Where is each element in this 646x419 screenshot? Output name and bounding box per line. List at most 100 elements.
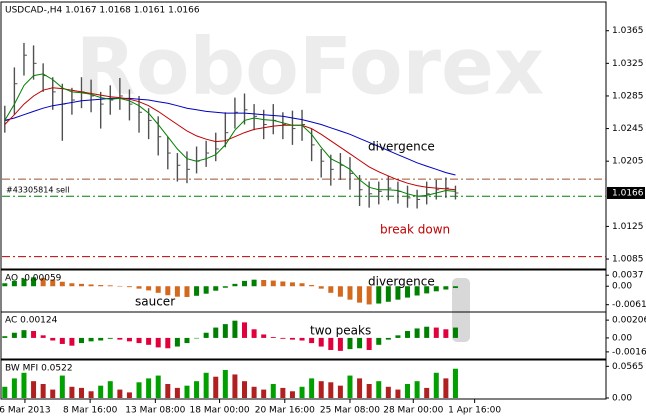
histogram-bar <box>203 372 209 398</box>
histogram-bar <box>405 286 411 298</box>
histogram-bar <box>98 337 104 341</box>
histogram-bar <box>222 369 228 398</box>
histogram-bar <box>126 286 132 288</box>
y-tick-label: 1.0125 <box>612 222 644 232</box>
histogram-bar <box>251 329 257 338</box>
histogram-bar <box>357 378 363 398</box>
histogram-bar <box>337 286 343 297</box>
histogram-bar <box>261 279 267 287</box>
histogram-bar <box>309 285 315 287</box>
histogram-bar <box>98 285 104 287</box>
panel-title: USDCAD-,H4 1.0167 1.0168 1.0161 1.0166 <box>5 6 200 16</box>
histogram-bar <box>155 286 161 293</box>
histogram-bar <box>2 386 8 398</box>
histogram-bar <box>203 286 209 294</box>
histogram-bar <box>31 277 37 287</box>
histogram-bar <box>289 337 295 340</box>
histogram-bar <box>69 386 75 398</box>
histogram-bar <box>40 335 46 338</box>
x-tick-label: 18 Mar 00:00 <box>190 406 250 416</box>
histogram-bar <box>385 337 391 340</box>
histogram-bar <box>270 383 276 398</box>
histogram-bar <box>184 286 190 297</box>
y-tick-label: 1.0325 <box>612 59 644 69</box>
histogram-bar <box>40 277 46 287</box>
histogram-bar <box>318 286 324 289</box>
histogram-bar <box>395 389 401 398</box>
histogram-bar <box>88 337 94 342</box>
annotation: break down <box>380 223 450 237</box>
histogram-bar <box>11 378 17 398</box>
histogram-bar <box>126 337 132 342</box>
histogram-bar <box>405 383 411 398</box>
histogram-bar <box>242 280 248 287</box>
histogram-bar <box>59 375 65 398</box>
histogram-bar <box>405 331 411 338</box>
histogram-bar <box>222 324 228 338</box>
histogram-bar <box>107 381 113 398</box>
histogram-bar <box>50 279 56 287</box>
histogram-bar <box>242 381 248 398</box>
histogram-bar <box>443 286 449 290</box>
y-tick-label: 0.0565 <box>612 362 644 372</box>
histogram-bar <box>376 286 382 304</box>
histogram-bar <box>203 332 209 338</box>
y-tick-label: 1.0245 <box>612 124 644 134</box>
histogram-bar <box>79 283 85 287</box>
annotation: divergence <box>368 275 435 289</box>
histogram-bar <box>385 386 391 398</box>
histogram-bar <box>347 337 353 350</box>
histogram-bar <box>270 280 276 287</box>
histogram-bar <box>452 286 458 289</box>
histogram-bar <box>194 337 200 339</box>
y-tick-label: 0.00 <box>612 394 632 404</box>
histogram-bar <box>385 286 391 302</box>
histogram-bar <box>309 378 315 398</box>
annotation: divergence <box>368 140 435 154</box>
x-tick-label: 25 Mar 08:00 <box>320 406 380 416</box>
histogram-bar <box>31 381 37 398</box>
histogram-bar <box>136 337 142 344</box>
histogram-bar <box>184 385 190 398</box>
histogram-bar <box>146 286 152 291</box>
histogram-bar <box>107 337 113 339</box>
histogram-bar <box>280 337 286 339</box>
histogram-bar <box>299 337 305 341</box>
histogram-bar <box>318 381 324 398</box>
histogram-bar <box>280 281 286 287</box>
histogram-bar <box>146 337 152 345</box>
histogram-bar <box>328 286 334 293</box>
histogram-bar <box>213 286 219 291</box>
histogram-bar <box>155 375 161 398</box>
histogram-bar <box>414 286 420 296</box>
histogram-bar <box>2 336 8 338</box>
histogram-bar <box>174 286 180 297</box>
histogram-bar <box>366 383 372 398</box>
histogram-bar <box>280 387 286 398</box>
histogram-bar <box>357 337 363 349</box>
histogram-bar <box>40 383 46 398</box>
histogram-bar <box>21 372 27 398</box>
histogram-bar <box>174 387 180 398</box>
histogram-bar <box>337 337 343 351</box>
histogram-bar <box>136 286 142 289</box>
histogram-bar <box>222 286 228 288</box>
histogram-bar <box>289 282 295 287</box>
moving-average <box>4 73 456 197</box>
histogram-bar <box>165 383 171 398</box>
histogram-bar <box>414 381 420 398</box>
histogram-bar <box>299 283 305 287</box>
panel-frame <box>0 1 607 270</box>
histogram-bar <box>194 381 200 398</box>
price-box <box>607 186 645 199</box>
histogram-bar <box>261 334 267 338</box>
histogram-bar <box>357 286 363 303</box>
x-tick-label: 20 Mar 16:00 <box>255 406 315 416</box>
histogram-bar <box>165 286 171 296</box>
histogram-bar <box>347 375 353 398</box>
histogram-bar <box>251 386 257 398</box>
histogram-bar <box>213 327 219 338</box>
panel-title: BW MFI 0.0522 <box>5 364 73 374</box>
